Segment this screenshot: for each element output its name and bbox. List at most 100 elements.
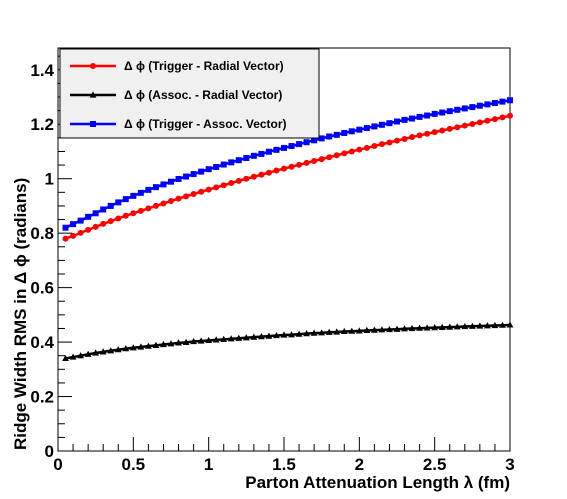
data-point bbox=[213, 163, 220, 170]
data-point bbox=[431, 324, 439, 331]
data-point bbox=[311, 137, 318, 144]
x-tick-label: 3 bbox=[505, 455, 514, 474]
data-point bbox=[341, 150, 348, 157]
data-point bbox=[295, 330, 303, 337]
data-point bbox=[70, 232, 77, 239]
data-point bbox=[303, 159, 310, 166]
data-point bbox=[70, 221, 77, 228]
data-point bbox=[348, 327, 356, 334]
data-point bbox=[326, 154, 333, 161]
data-point bbox=[213, 184, 220, 191]
data-point bbox=[446, 323, 454, 330]
data-point bbox=[69, 353, 77, 360]
data-point bbox=[386, 120, 393, 127]
data-point bbox=[258, 171, 265, 178]
data-point bbox=[182, 338, 190, 345]
data-point bbox=[325, 328, 333, 335]
data-point bbox=[152, 341, 160, 348]
data-point bbox=[311, 158, 318, 165]
legend-item: Δ ϕ (Trigger - Radial Vector) bbox=[70, 59, 284, 73]
data-point bbox=[310, 329, 318, 336]
data-point bbox=[100, 206, 107, 213]
data-point bbox=[243, 155, 250, 162]
data-point bbox=[100, 220, 107, 227]
data-point bbox=[258, 150, 265, 157]
data-point bbox=[235, 157, 242, 164]
data-point bbox=[401, 116, 408, 123]
data-point bbox=[423, 324, 431, 331]
data-point bbox=[371, 326, 378, 333]
data-point bbox=[228, 159, 235, 166]
data-point bbox=[281, 144, 287, 151]
data-point bbox=[273, 146, 280, 153]
data-point bbox=[265, 332, 273, 339]
data-point bbox=[92, 210, 99, 217]
data-point bbox=[453, 323, 461, 330]
data-point bbox=[468, 322, 476, 329]
data-point bbox=[129, 344, 137, 351]
series-3 bbox=[62, 97, 513, 231]
data-point bbox=[446, 125, 453, 132]
data-point bbox=[469, 120, 476, 127]
legend-item: Δ ϕ (Assoc. - Radial Vector) bbox=[70, 88, 282, 102]
data-point bbox=[348, 128, 355, 135]
series-1 bbox=[62, 112, 513, 242]
data-point bbox=[273, 167, 280, 174]
data-point bbox=[250, 173, 257, 180]
y-tick-label: 0.2 bbox=[30, 388, 54, 407]
data-point bbox=[431, 129, 438, 136]
y-tick-label: 1.4 bbox=[30, 61, 54, 80]
data-point bbox=[197, 337, 205, 344]
data-point bbox=[212, 336, 220, 343]
data-point bbox=[401, 325, 408, 332]
y-tick-label: 1 bbox=[45, 170, 54, 189]
data-point bbox=[258, 333, 265, 340]
data-point bbox=[484, 101, 491, 108]
data-point bbox=[160, 181, 167, 188]
data-point bbox=[446, 108, 453, 115]
legend-marker bbox=[90, 121, 96, 127]
data-point bbox=[273, 331, 280, 339]
series-2 bbox=[62, 321, 514, 362]
data-point bbox=[242, 334, 250, 341]
data-point bbox=[326, 133, 333, 140]
data-point bbox=[499, 114, 506, 121]
y-tick-label: 0.6 bbox=[30, 279, 54, 298]
data-point bbox=[409, 115, 416, 122]
x-tick-label: 2.5 bbox=[423, 455, 447, 474]
data-point bbox=[175, 175, 182, 182]
data-point bbox=[348, 148, 355, 155]
data-point bbox=[62, 224, 69, 231]
data-point bbox=[499, 321, 506, 328]
data-point bbox=[438, 323, 446, 330]
data-point bbox=[130, 210, 137, 217]
data-point bbox=[62, 354, 69, 362]
data-point bbox=[122, 196, 129, 203]
data-point bbox=[85, 213, 92, 220]
data-point bbox=[386, 325, 393, 333]
data-point bbox=[461, 105, 468, 112]
legend-marker bbox=[90, 63, 96, 69]
data-point bbox=[341, 129, 348, 136]
data-point bbox=[356, 126, 363, 133]
data-point bbox=[92, 223, 99, 230]
data-point bbox=[152, 184, 159, 191]
data-point bbox=[333, 328, 341, 335]
data-point bbox=[296, 141, 303, 148]
data-point bbox=[137, 189, 144, 196]
data-point bbox=[378, 121, 385, 128]
data-point bbox=[107, 347, 115, 354]
data-point bbox=[235, 177, 242, 184]
data-point bbox=[152, 202, 159, 209]
legend-label: Δ ϕ (Trigger - Assoc. Vector) bbox=[124, 117, 287, 131]
x-tick-label: 1.5 bbox=[272, 455, 296, 474]
data-point bbox=[183, 193, 190, 200]
data-point bbox=[77, 217, 84, 224]
data-point bbox=[476, 102, 483, 109]
data-point bbox=[198, 188, 205, 195]
y-axis: 0 0.2 0.4 0.6 0.8 1 1.2 1.4 bbox=[30, 55, 72, 461]
legend: Δ ϕ (Trigger - Radial Vector) Δ ϕ (Assoc.… bbox=[59, 48, 320, 139]
data-point bbox=[506, 321, 514, 328]
data-point bbox=[355, 327, 363, 334]
data-point bbox=[386, 139, 393, 146]
